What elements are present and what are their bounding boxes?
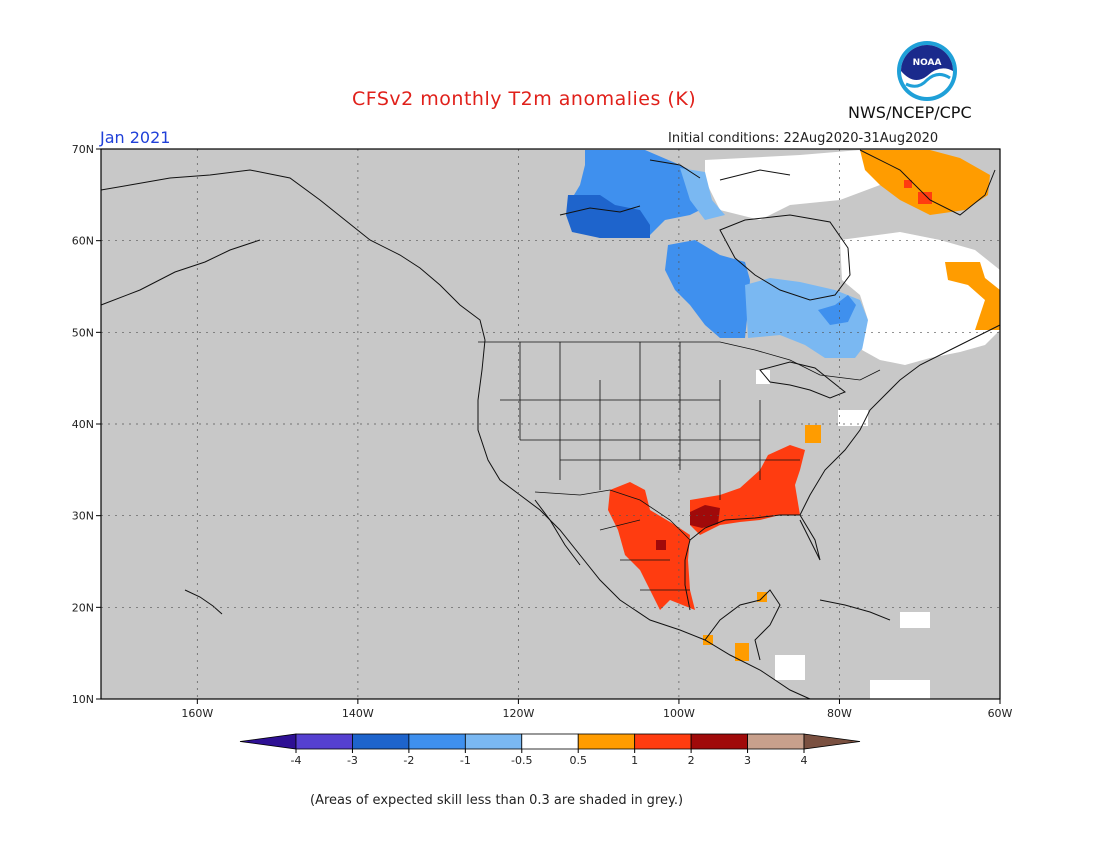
colorbar-bin [352,733,410,750]
greenland-warm-spot [918,192,932,204]
initial-conditions: Initial conditions: 22Aug2020-31Aug2020 [668,131,939,146]
cuba [819,599,891,621]
colorbar-bin [634,733,692,750]
north-america-west-coast [477,339,811,700]
lon-label: 80W [827,707,852,720]
lon-label: 120W [502,707,534,720]
lat-label: 40N [72,418,94,431]
agency-label: NWS/NCEP/CPC [848,103,972,122]
labrador-warm [945,262,1000,330]
eastern-canada-near-normal [840,232,1000,365]
aleutians [100,239,261,306]
ne-near-normal-2 [756,370,770,384]
noaa-logo: NOAA [897,41,957,101]
central-canada-cold [665,240,750,338]
arctic-islands [559,159,791,216]
colorbar-upper-arrow [803,733,861,750]
us-canada-border [478,341,881,381]
mexico-states [599,519,690,591]
colorbar-bin [747,733,805,750]
central-america-near-normal [775,655,805,680]
colorbar-bin [690,733,748,750]
colorbar-label: -4 [291,754,302,767]
mexico-warm [608,482,695,610]
graticule [101,149,1000,699]
central-america-warm [735,643,749,661]
colorbar-bin [295,733,353,750]
colorbar-label: -1 [460,754,471,767]
lat-label: 50N [72,326,94,339]
colorbar-label: 1 [631,754,638,767]
lat-label: 20N [72,601,94,614]
colorbar-bin [521,733,579,750]
central-america-warm-2 [703,635,713,645]
skill-footnote: (Areas of expected skill less than 0.3 a… [310,793,684,808]
northern-canada-cool-edge [680,168,725,220]
east-coast [799,324,1001,516]
yucatan [704,589,781,661]
lon-label: 60W [988,707,1013,720]
state-lines [500,342,800,500]
coastlines [100,149,1001,700]
baja-california [534,499,581,566]
latitude-axis: 10N 20N 30N 40N 50N 60N 70N [72,143,101,706]
political-borders [478,341,881,591]
colorbar-label: -0.5 [511,754,532,767]
greenland-coast [859,149,996,216]
caribbean-near-normal [900,612,930,628]
lat-label: 70N [72,143,94,156]
colorbar: -4 -3 -2 -1 -0.5 0.5 1 2 3 4 [239,733,861,767]
colorbar-label: -2 [403,754,414,767]
colorbar-label: 0.5 [569,754,587,767]
hawaii [184,589,223,615]
colorbar-bin [464,733,523,750]
northern-canada-cold-core [566,195,650,238]
lat-label: 10N [72,693,94,706]
longitude-axis: 160W 140W 120W 100W 80W 60W [181,699,1013,720]
eastern-canada-cool [745,278,870,358]
caribbean-near-normal-2 [870,680,930,699]
colorbar-label: 2 [688,754,695,767]
lon-label: 100W [663,707,695,720]
lat-label: 30N [72,510,94,523]
colorbar-label: 4 [801,754,808,767]
texas-louisiana-hot [690,505,720,528]
lon-label: 140W [342,707,374,720]
us-mexico-border [534,489,691,541]
colorbar-label: 3 [744,754,751,767]
colorbar-bin [408,733,466,750]
gulf-coast [684,514,821,611]
alaska-coast [100,169,486,341]
greenland-warm-spot2 [904,180,912,188]
colorbar-label: -3 [347,754,358,767]
mexico-hot-spot [656,540,666,550]
lon-label: 160W [181,707,213,720]
lat-label: 60N [72,235,94,248]
appalachian-warm [805,425,821,443]
great-lakes [759,361,846,399]
colorbar-bin [577,733,636,750]
chart-title: CFSv2 monthly T2m anomalies (K) [352,88,697,110]
noaa-logo-text: NOAA [913,58,942,68]
colorbar-lower-arrow [239,733,297,750]
central-america-warm-3 [757,592,767,602]
eastern-canada-cool-core [818,295,856,325]
ne-us-near-normal [838,410,868,426]
hudson-bay [719,214,851,301]
forecast-month: Jan 2021 [100,128,171,147]
